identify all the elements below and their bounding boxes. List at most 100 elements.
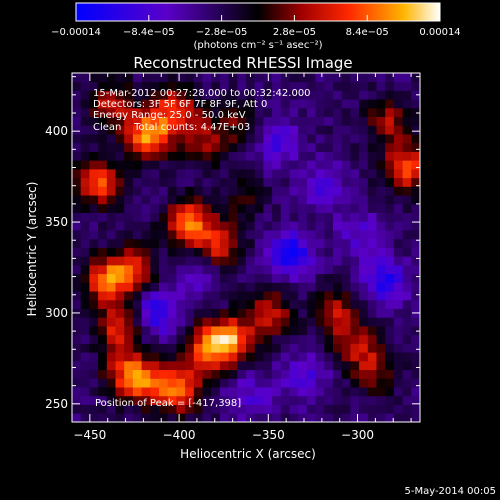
image-pixel [176, 326, 186, 336]
image-pixel [219, 90, 229, 100]
image-pixel [106, 299, 116, 309]
image-pixel [411, 360, 421, 371]
image-pixel [106, 116, 116, 126]
image-pixel [202, 238, 212, 248]
image-pixel [393, 326, 403, 336]
image-pixel [385, 317, 395, 327]
image-pixel [211, 73, 221, 83]
image-pixel [263, 186, 273, 196]
image-pixel [280, 387, 290, 397]
image-pixel [115, 404, 125, 414]
image-pixel [315, 151, 325, 161]
image-pixel [341, 238, 351, 248]
image-pixel [106, 395, 116, 405]
image-pixel [132, 195, 142, 205]
image-pixel [385, 299, 395, 309]
image-pixel [254, 343, 264, 353]
image-pixel [176, 107, 186, 118]
image-pixel [367, 81, 377, 91]
image-pixel [367, 369, 377, 379]
image-pixel [80, 177, 90, 187]
image-pixel [141, 395, 151, 405]
annotation-block: 15-Mar-2012 00:27:28.000 to 00:32:42.000… [93, 88, 311, 133]
image-pixel [219, 160, 229, 170]
image-pixel [393, 413, 403, 423]
image-pixel [132, 404, 142, 414]
image-pixel [237, 90, 247, 100]
image-pixel [315, 81, 325, 91]
image-pixel [89, 81, 99, 91]
image-pixel [367, 317, 377, 327]
image-pixel [246, 116, 256, 126]
image-pixel [202, 134, 212, 144]
image-pixel [246, 326, 256, 336]
image-pixel [246, 230, 256, 240]
image-pixel [289, 378, 299, 388]
image-pixel [272, 107, 282, 118]
image-pixel [254, 221, 264, 231]
image-pixel [402, 404, 412, 414]
image-pixel [185, 203, 195, 213]
image-pixel [80, 238, 90, 248]
image-pixel [219, 360, 229, 371]
image-pixel [272, 230, 282, 240]
image-pixel [193, 282, 203, 292]
image-pixel [89, 125, 99, 135]
image-pixel [246, 343, 256, 353]
image-pixel [72, 90, 82, 100]
image-pixel [89, 308, 99, 318]
image-pixel [193, 404, 203, 414]
image-pixel [393, 134, 403, 144]
image-pixel [185, 343, 195, 353]
colorbar-tick-label: 2.8e−05 [273, 27, 316, 38]
image-pixel [211, 107, 221, 118]
image-pixel [246, 308, 256, 318]
image-pixel [202, 177, 212, 187]
image-pixel [159, 308, 169, 318]
image-pixel [263, 195, 273, 205]
image-pixel [350, 343, 360, 353]
image-pixel [176, 334, 186, 344]
image-pixel [385, 273, 395, 283]
image-pixel [159, 195, 169, 205]
peak-position-label: Position of Peak = [-417,398] [95, 398, 241, 409]
image-pixel [324, 125, 334, 135]
image-pixel [124, 413, 134, 423]
image-pixel [315, 404, 325, 414]
image-pixel [289, 413, 299, 423]
image-pixel [402, 90, 412, 100]
image-pixel [254, 116, 264, 126]
image-pixel [393, 404, 403, 414]
image-pixel [124, 203, 134, 213]
image-pixel [106, 369, 116, 379]
image-pixel [385, 308, 395, 318]
image-pixel [341, 326, 351, 336]
image-pixel [341, 186, 351, 196]
image-pixel [333, 195, 343, 205]
image-pixel [298, 326, 308, 336]
image-pixel [393, 308, 403, 318]
image-pixel [359, 177, 369, 187]
image-pixel [176, 134, 186, 144]
image-pixel [402, 352, 412, 362]
image-pixel [159, 107, 169, 118]
image-pixel [263, 387, 273, 397]
image-pixel [315, 99, 325, 109]
image-pixel [272, 395, 282, 405]
image-pixel [289, 343, 299, 353]
image-pixel [272, 343, 282, 353]
image-pixel [315, 160, 325, 170]
image-pixel [228, 247, 238, 257]
image-pixel [193, 387, 203, 397]
image-pixel [72, 273, 82, 283]
image-pixel [89, 107, 99, 118]
image-pixel [350, 395, 360, 405]
image-pixel [350, 73, 360, 83]
image-pixel [367, 177, 377, 187]
image-pixel [167, 387, 177, 397]
image-pixel [341, 151, 351, 161]
image-pixel [115, 378, 125, 388]
image-pixel [150, 160, 160, 170]
image-pixel [106, 186, 116, 196]
image-pixel [141, 107, 151, 118]
